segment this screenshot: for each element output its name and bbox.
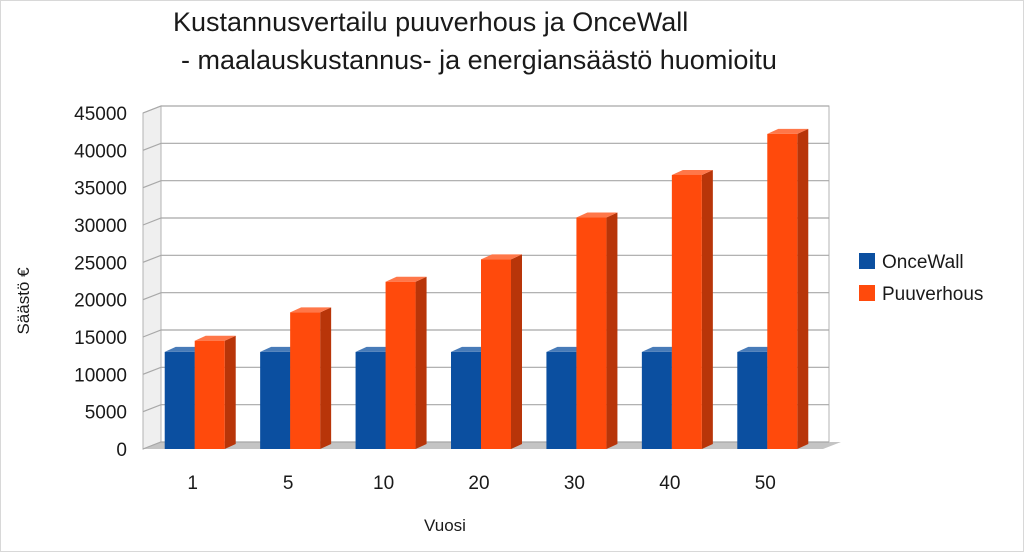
bar-puuverhous-30 <box>576 212 618 449</box>
legend-swatch <box>859 285 875 301</box>
bar-puuverhous-1 <box>194 335 236 449</box>
y-tick-label: 0 <box>116 440 127 461</box>
x-tick-label: 50 <box>755 473 776 494</box>
x-tick-label: 1 <box>187 473 198 494</box>
legend: OnceWall Puuverhous <box>859 252 983 305</box>
x-tick-label: 5 <box>283 473 294 494</box>
bar-puuverhous-50 <box>767 128 809 449</box>
y-tick-labels: 0 5000 10000 15000 20000 25000 30000 35000 40000… <box>74 104 127 461</box>
y-tick-label: 20000 <box>74 291 127 312</box>
y-tick-label: 25000 <box>74 253 127 274</box>
gridline <box>142 105 829 114</box>
bar-puuverhous-20 <box>481 254 522 449</box>
chart-subtitle: - maalauskustannus- ja energiansäästö hu… <box>181 45 777 75</box>
y-tick-label: 15000 <box>74 328 127 349</box>
y-axis-label: Säästö € <box>14 267 33 335</box>
legend-label: OnceWall <box>882 252 964 273</box>
x-tick-label: 30 <box>564 473 585 494</box>
y-tick-label: 5000 <box>85 403 127 424</box>
gridline <box>142 142 829 151</box>
x-axis-label: Vuosi <box>424 516 466 535</box>
x-tick-label: 20 <box>468 473 489 494</box>
x-tick-label: 40 <box>659 473 680 494</box>
legend-item-oncewall: OnceWall <box>859 252 964 273</box>
bars <box>164 128 809 449</box>
chart-title: Kustannusvertailu puuverhous ja OnceWall <box>173 7 688 37</box>
bar-puuverhous-5 <box>290 307 332 449</box>
bar-puuverhous-40 <box>671 169 713 449</box>
y-tick-label: 30000 <box>74 216 127 237</box>
legend-swatch <box>859 253 875 269</box>
x-tick-labels: 1 5 10 20 30 40 50 <box>187 473 775 494</box>
y-tick-label: 45000 <box>74 104 127 125</box>
x-tick-label: 10 <box>373 473 394 494</box>
legend-label: Puuverhous <box>882 284 983 305</box>
y-tick-label: 10000 <box>74 365 127 386</box>
y-tick-label: 35000 <box>74 179 127 200</box>
y-tick-label: 40000 <box>74 141 127 162</box>
plot-side-wall <box>142 105 162 450</box>
gridline <box>142 180 829 189</box>
legend-item-puuverhous: Puuverhous <box>859 284 983 305</box>
bar-puuverhous-10 <box>385 276 427 449</box>
